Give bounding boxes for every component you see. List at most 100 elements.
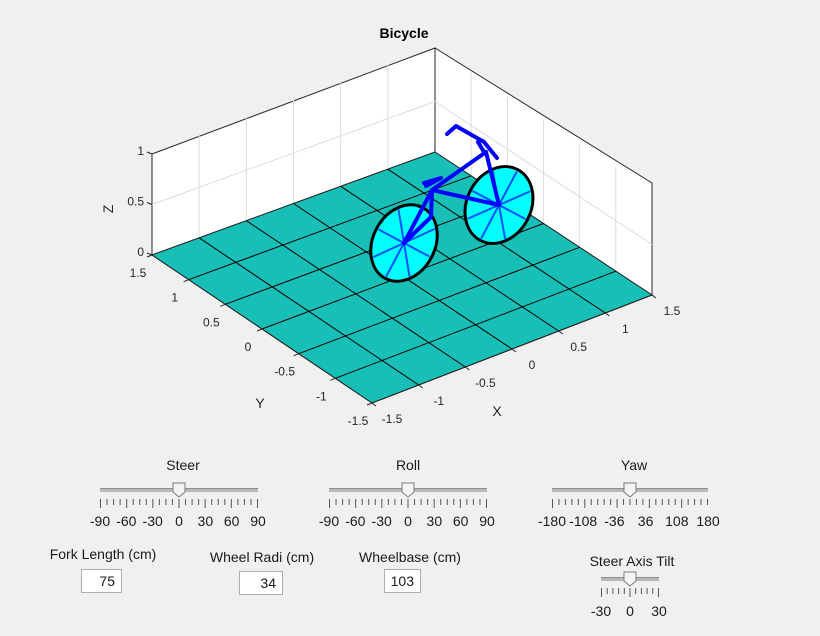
z-tick (146, 151, 153, 155)
x-tick (558, 330, 563, 335)
wheel-spoke (467, 204, 500, 220)
yaw-tick-labels: -180 -108 -36 36 108 180 (538, 513, 720, 529)
slider-tick-label: 60 (452, 513, 469, 529)
z-tick (146, 202, 153, 205)
x-tick (371, 402, 377, 407)
steer-axis-tilt-slider[interactable] (601, 571, 659, 605)
wheel-spoke (498, 170, 518, 206)
slider-tick-label: 108 (665, 513, 689, 529)
slider-tick-label: -30 (590, 603, 612, 619)
y-tick-label: 1 (171, 291, 178, 305)
z-axis-label: Z (100, 204, 116, 213)
y-tick (366, 402, 373, 406)
slider-tick-label: 90 (479, 513, 495, 529)
slider-tick-label: -30 (142, 513, 163, 529)
steer-axis-tilt-tick-labels: -30 0 30 (591, 603, 667, 619)
x-tick-label: -1 (433, 394, 444, 408)
roll-label: Roll (395, 457, 421, 473)
x-tick (511, 348, 517, 353)
slider-tick-label: -90 (89, 513, 111, 529)
slider-ticks (329, 496, 487, 508)
wheel-spoke (385, 242, 405, 278)
tick-labels: -1.5 -1 -0.5 0 0.5 1 1.5 -1.5 -1 -0.5 0 0.5 1 1.5 0 0.5… (127, 144, 680, 428)
bicycle-frame (402, 124, 501, 245)
steer-tick-labels: -90 -60 -30 0 30 60 90 (90, 513, 266, 529)
x-tick-label: 0 (529, 358, 536, 372)
slider-ticks (552, 496, 708, 508)
y-tick-label: 0.5 (203, 315, 220, 329)
slider-tick-label: -60 (116, 513, 137, 529)
wheel-radius-field[interactable]: 34 (239, 571, 283, 595)
wheel-spoke (377, 228, 405, 244)
wheel-spoke (397, 209, 405, 244)
x-tick-label: 0.5 (570, 340, 587, 354)
y-tick (183, 279, 189, 283)
wall-grid (151, 65, 653, 272)
x-tick (605, 312, 610, 317)
y-tick (330, 377, 336, 381)
wheel-spoke (498, 204, 526, 220)
x-tick-label: 1.5 (664, 304, 681, 318)
ground-grid-line (188, 175, 472, 281)
slider-thumb[interactable] (401, 482, 415, 498)
x-axis-label: X (492, 403, 502, 419)
slider-tick-label: 30 (426, 513, 443, 529)
slider-tick-label: -30 (371, 513, 392, 529)
slider-tick-label: 90 (250, 513, 266, 529)
slider-tick-label: 60 (223, 513, 240, 529)
x-tick-label: -1.5 (382, 412, 403, 426)
slider-tick-label: 0 (626, 603, 634, 619)
fork-length-field[interactable]: 75 (81, 569, 122, 593)
y-tick (256, 328, 263, 332)
slider-ticks (100, 496, 258, 508)
wheelbase-label: Wheelbase (cm) (359, 549, 461, 565)
bicycle-axes[interactable]: -1.5 -1 -0.5 0 0.5 1 1.5 -1.5 -1 -0.5 0 0.5 1 1.5 0 0.5… (0, 0, 820, 440)
wheel-spoke (480, 204, 500, 240)
slider-thumb[interactable] (172, 482, 186, 498)
bicycle (369, 124, 535, 283)
slider-tick-label: -60 (345, 513, 366, 529)
wheel-spoke (372, 242, 405, 259)
slider-tick-label: 0 (404, 513, 412, 529)
slider-tick-label: -108 (569, 513, 598, 529)
x-tick (465, 366, 470, 371)
y-tick (293, 353, 299, 357)
z-tick-label: 1 (137, 144, 144, 158)
steer-axis-tilt-label: Steer Axis Tilt (589, 553, 675, 569)
slider-thumb[interactable] (623, 571, 637, 587)
plot-title: Bicycle (379, 25, 428, 41)
wall-grid-line (151, 101, 436, 205)
x-tick-label: -0.5 (475, 376, 496, 390)
steer-slider[interactable] (100, 482, 258, 516)
y-tick-label: -0.5 (274, 365, 295, 379)
yaw-label: Yaw (620, 457, 648, 473)
slider-thumb[interactable] (623, 482, 637, 498)
wheelbase-field[interactable]: 103 (384, 569, 421, 593)
wheel-spoke (403, 242, 431, 258)
y-tick (220, 303, 226, 307)
slider-ticks (601, 585, 659, 597)
wall-grid-line (434, 101, 653, 245)
wheel-spoke (498, 190, 531, 206)
slider-tick-label: 0 (175, 513, 183, 529)
yaw-slider[interactable] (552, 482, 708, 516)
y-tick-label: 0 (245, 340, 252, 354)
slider-tick-label: -180 (537, 513, 567, 529)
slider-tick-label: 30 (651, 603, 667, 619)
y-tick-label: 1.5 (130, 266, 147, 280)
y-tick-label: -1.5 (348, 414, 369, 428)
roll-slider[interactable] (329, 482, 487, 516)
slider-tick-label: -90 (318, 513, 340, 529)
y-axis-label: Y (255, 395, 265, 411)
axis-ticks (146, 151, 657, 407)
z-tick (146, 252, 153, 256)
slider-tick-label: -36 (604, 513, 625, 529)
x-tick (651, 294, 657, 299)
wheel-spoke (403, 242, 411, 277)
x-tick (418, 384, 423, 389)
wheel-spoke (498, 204, 507, 239)
x-tick-label: 1 (622, 322, 629, 336)
fork-length-label: Fork Length (cm) (49, 546, 157, 562)
steer-label: Steer (166, 457, 200, 473)
y-tick-label: -1 (316, 389, 327, 403)
